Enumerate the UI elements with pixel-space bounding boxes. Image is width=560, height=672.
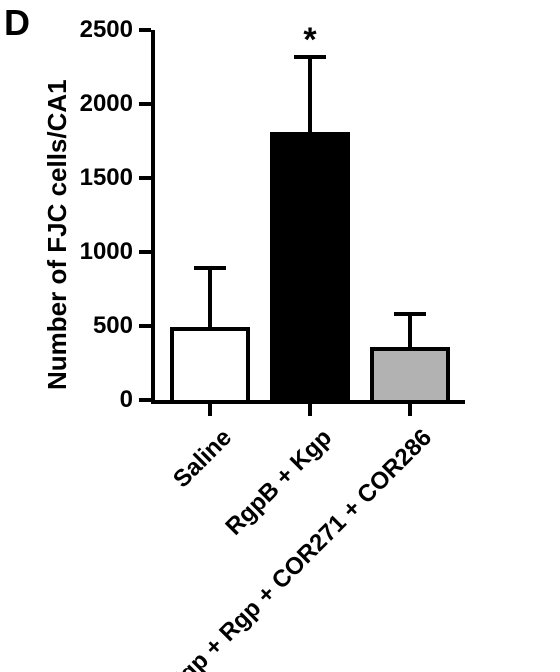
significance-marker: * <box>290 21 330 60</box>
y-tick <box>139 102 151 106</box>
x-tick <box>308 404 312 416</box>
error-bar <box>308 57 312 132</box>
y-axis-line <box>151 30 155 404</box>
bar <box>170 327 250 400</box>
x-tick <box>208 404 212 416</box>
bar-chart: 05001000150020002500Number of FJC cells/… <box>0 0 560 672</box>
y-tick <box>139 176 151 180</box>
bar <box>270 132 350 400</box>
y-tick <box>139 398 151 402</box>
error-bar <box>408 314 412 347</box>
error-cap <box>194 266 226 270</box>
bar <box>370 347 450 400</box>
y-tick <box>139 28 151 32</box>
x-tick <box>408 404 412 416</box>
y-axis-title: Number of FJC cells/CA1 <box>42 79 73 390</box>
error-bar <box>208 268 212 327</box>
y-tick-label: 2500 <box>53 16 133 44</box>
error-cap <box>394 312 426 316</box>
y-tick <box>139 324 151 328</box>
y-tick <box>139 250 151 254</box>
